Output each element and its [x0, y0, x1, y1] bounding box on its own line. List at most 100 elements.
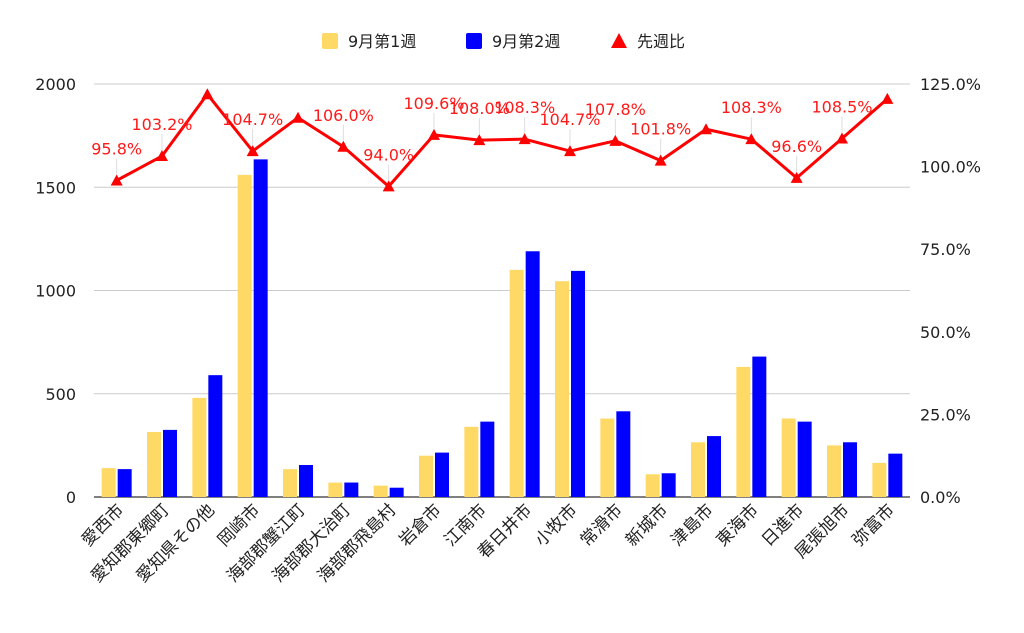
ratio-data-label: 106.0%: [313, 106, 374, 125]
ratio-marker: [881, 92, 894, 104]
legend-swatch: [611, 33, 627, 48]
left-axis: 0 500 1000 1500 2000: [35, 75, 76, 507]
category-label: 東海市: [713, 500, 763, 550]
bar-week2: [661, 473, 676, 497]
bar-week2: [525, 251, 540, 497]
bars: [101, 159, 903, 498]
ratio-marker: [337, 140, 350, 152]
ratio-data-label: 101.8%: [630, 120, 691, 139]
bar-week2: [435, 452, 449, 497]
bar-week2: [707, 436, 721, 497]
bar-week1: [419, 455, 433, 497]
bar-week1: [600, 418, 615, 497]
left-tick-label: 1500: [35, 178, 76, 197]
bar-week1: [283, 469, 297, 497]
ratio-marker: [473, 134, 486, 146]
ratio-data-label: 95.8%: [91, 139, 142, 158]
legend-label: 9月第2週: [492, 32, 560, 51]
category-label: 津島市: [667, 500, 717, 550]
left-tick-label: 0: [66, 488, 76, 507]
ratio-marker: [654, 154, 667, 166]
ratio-data-label: 108.3%: [494, 98, 555, 117]
right-tick-label: 125.0%: [920, 75, 981, 94]
bar-week1: [691, 442, 705, 497]
bar-week1: [192, 397, 207, 497]
ratio-marker: [156, 150, 168, 162]
bar-week1: [464, 426, 479, 497]
left-tick-label: 1000: [35, 282, 76, 301]
bar-week2: [616, 411, 631, 497]
data-labels: 95.8% 103.2% 104.7% 106.0% 94.0% 109.6%108.0%…: [91, 94, 873, 181]
bar-week1: [555, 281, 569, 497]
gridlines: [94, 83, 910, 498]
bar-week1: [373, 485, 388, 497]
right-axis: 0.0% 25.0% 50.0% 75.0% 100.0% 125.0%: [920, 75, 981, 507]
bar-week2: [571, 270, 585, 497]
bar-week1: [147, 431, 161, 497]
ratio-marker: [110, 174, 123, 186]
ratio-marker: [836, 132, 848, 144]
right-tick-label: 0.0%: [920, 488, 961, 507]
category-label: 常滑市: [577, 500, 627, 550]
bar-week1: [509, 269, 524, 497]
bar-week1: [827, 445, 841, 497]
left-tick-label: 2000: [35, 75, 76, 94]
category-label: 小牧市: [531, 500, 581, 550]
ratio-marker: [564, 145, 576, 157]
bar-week2: [299, 464, 313, 497]
ratio-data-label: 108.5%: [811, 98, 872, 117]
ratio-marker: [518, 133, 531, 145]
category-label: 弥富市: [849, 500, 899, 550]
ratio-marker: [292, 111, 304, 123]
ratio-line-path: [115, 92, 889, 188]
legend-label: 先週比: [637, 32, 685, 51]
bar-week2: [253, 159, 268, 497]
ratio-data-label: 107.8%: [585, 100, 646, 119]
ratio-data-label: 108.0%: [449, 99, 510, 118]
ratio-data-label: 104.7%: [222, 110, 283, 129]
ratio-data-label: 96.6%: [771, 137, 822, 156]
bar-week2: [208, 375, 223, 497]
bar-week1: [328, 482, 343, 497]
bar-week1: [872, 462, 887, 497]
ratio-line: [110, 88, 894, 192]
category-label: 岩倉市: [395, 500, 445, 550]
right-tick-label: 25.0%: [920, 405, 971, 424]
bar-week2: [389, 487, 404, 497]
ratio-data-label: 94.0%: [363, 145, 414, 164]
ratio-data-label: 104.7%: [539, 110, 600, 129]
category-label: 新城市: [622, 500, 672, 550]
bar-week2: [480, 421, 495, 497]
ratio-marker: [201, 88, 214, 100]
right-tick-label: 100.0%: [920, 158, 981, 177]
bar-week1: [101, 468, 116, 497]
bar-week1: [237, 174, 252, 498]
bar-week2: [117, 469, 132, 497]
ratio-marker: [700, 123, 712, 135]
ratio-data-label: 109.6%: [403, 94, 464, 113]
bar-week2: [752, 356, 767, 497]
ratio-marker: [609, 134, 622, 146]
legend: 9月第1週 9月第2週 先週比: [322, 32, 685, 51]
bar-week1: [645, 474, 660, 497]
ratio-marker: [790, 171, 803, 183]
ratio-marker: [428, 128, 440, 140]
bar-week1: [736, 366, 751, 497]
bar-week2: [843, 442, 857, 497]
bar-week2: [797, 421, 812, 497]
right-tick-label: 50.0%: [920, 323, 971, 342]
x-axis: 愛西市愛知郡東郷町愛知県その他岡崎市海部郡蟹江町海部郡大治町海部郡飛島村岩倉市江…: [78, 500, 899, 586]
ratio-marker: [745, 133, 758, 145]
ratio-data-label: 103.2%: [131, 115, 192, 134]
ratio-data-label: 108.3%: [721, 98, 782, 117]
legend-swatch: [322, 33, 338, 49]
ratio-marker: [382, 180, 395, 192]
bar-week2: [163, 429, 177, 497]
left-tick-label: 500: [45, 385, 76, 404]
bar-week2: [888, 453, 903, 497]
ratio-marker: [246, 145, 259, 157]
legend-swatch: [466, 33, 482, 49]
bar-week1: [781, 418, 796, 497]
legend-label: 9月第1週: [348, 32, 416, 51]
